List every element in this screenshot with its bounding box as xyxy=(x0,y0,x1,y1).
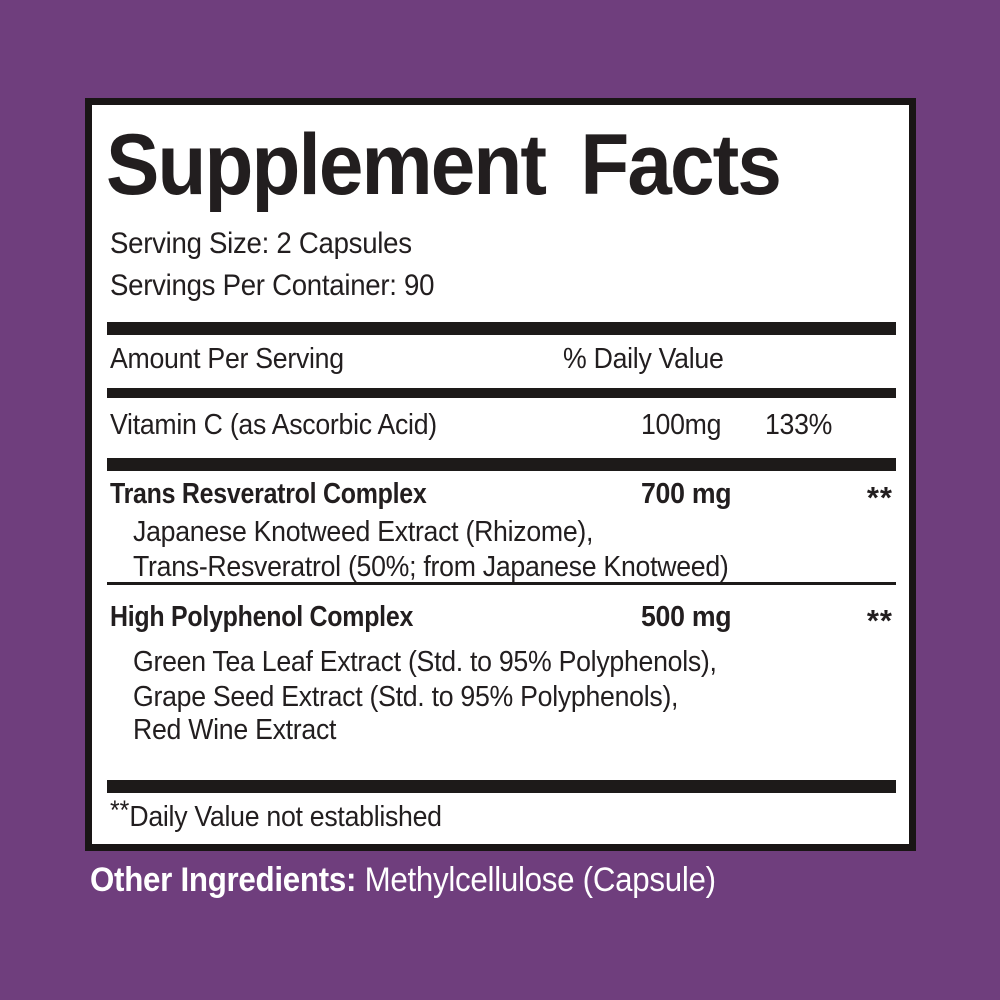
complex1-amount-text: 700 mg xyxy=(641,478,732,510)
complex1-sub-ingredient: Trans-Resveratrol (50%; from Japanese Kn… xyxy=(133,550,780,584)
separator-bar-medium xyxy=(107,388,896,398)
footnote-text: Daily Value not established xyxy=(129,801,442,833)
complex1-daily-value-asterisks: ** xyxy=(866,480,893,515)
column-header-daily-value: % Daily Value xyxy=(563,342,737,376)
footnote-text-wrap: **Daily Value not established xyxy=(110,795,442,834)
vitamin-c-daily-value: 133% xyxy=(765,408,838,442)
supplement-facts-panel: Supplement Facts Serving Size: 2 Capsule… xyxy=(85,98,916,851)
complex2-name: High Polyphenol Complex xyxy=(110,600,462,634)
vitamin-c-amount: 100mg xyxy=(641,408,728,442)
complex2-sub-ingredient: Red Wine Extract xyxy=(133,713,354,747)
complex1-name: Trans Resveratrol Complex xyxy=(110,477,478,511)
vitamin-c-name: Vitamin C (as Ascorbic Acid) xyxy=(110,408,465,442)
complex2-sub-ingredient: Green Tea Leaf Extract (Std. to 95% Poly… xyxy=(133,645,767,679)
complex2-daily-value-asterisks: ** xyxy=(866,603,893,638)
separator-line-thin xyxy=(107,582,896,585)
complex1-amount: 700 mg xyxy=(641,477,739,511)
complex1-name-text: Trans Resveratrol Complex xyxy=(110,478,427,510)
other-ingredients-wrap: Other Ingredients: Methylcellulose (Caps… xyxy=(90,860,716,900)
complex1-sub2-text: Trans-Resveratrol (50%; from Japanese Kn… xyxy=(133,551,729,583)
complex1-sub-ingredient: Japanese Knotweed Extract (Rhizome), xyxy=(133,515,633,549)
percent-daily-value-label: % Daily Value xyxy=(563,343,724,375)
vitamin-c-daily-value-text: 133% xyxy=(765,409,833,441)
complex2-amount: 500 mg xyxy=(641,600,739,634)
servings-per-container-text: Servings Per Container: 90 xyxy=(110,269,435,302)
amount-per-serving-label: Amount Per Serving xyxy=(110,343,344,375)
vitamin-c-amount-text: 100mg xyxy=(641,409,722,441)
complex2-amount-text: 500 mg xyxy=(641,601,732,633)
complex2-name-text: High Polyphenol Complex xyxy=(110,601,414,633)
separator-bar-thick-bottom xyxy=(107,780,896,793)
vitamin-c-name-text: Vitamin C (as Ascorbic Acid) xyxy=(110,409,437,441)
other-ingredients-label: Other Ingredients: xyxy=(90,861,357,899)
column-header-amount: Amount Per Serving xyxy=(110,342,364,376)
footnote-asterisks: ** xyxy=(110,795,130,825)
complex2-sub-ingredient: Grape Seed Extract (Std. to 95% Polyphen… xyxy=(133,680,726,714)
separator-bar-thick-top xyxy=(107,322,896,335)
serving-size-text: Serving Size: 2 Capsules xyxy=(110,227,412,260)
servings-per-container-line: Servings Per Container: 90 xyxy=(110,269,462,303)
complex2-sub3-text: Red Wine Extract xyxy=(133,714,337,746)
complex2-sub2-text: Grape Seed Extract (Std. to 95% Polyphen… xyxy=(133,681,679,713)
complex2-sub1-text: Green Tea Leaf Extract (Std. to 95% Poly… xyxy=(133,646,717,678)
footnote: **Daily Value not established xyxy=(110,795,471,834)
complex1-sub1-text: Japanese Knotweed Extract (Rhizome), xyxy=(133,516,594,548)
supplement-facts-content: Supplement Facts Serving Size: 2 Capsule… xyxy=(92,105,909,844)
serving-size-line: Serving Size: 2 Capsules xyxy=(110,227,438,261)
panel-title: Supplement Facts xyxy=(106,117,782,213)
separator-bar-thick-middle xyxy=(107,458,896,471)
other-ingredients-value: Methylcellulose (Capsule) xyxy=(356,861,717,899)
other-ingredients-line: Other Ingredients: Methylcellulose (Caps… xyxy=(90,860,770,900)
